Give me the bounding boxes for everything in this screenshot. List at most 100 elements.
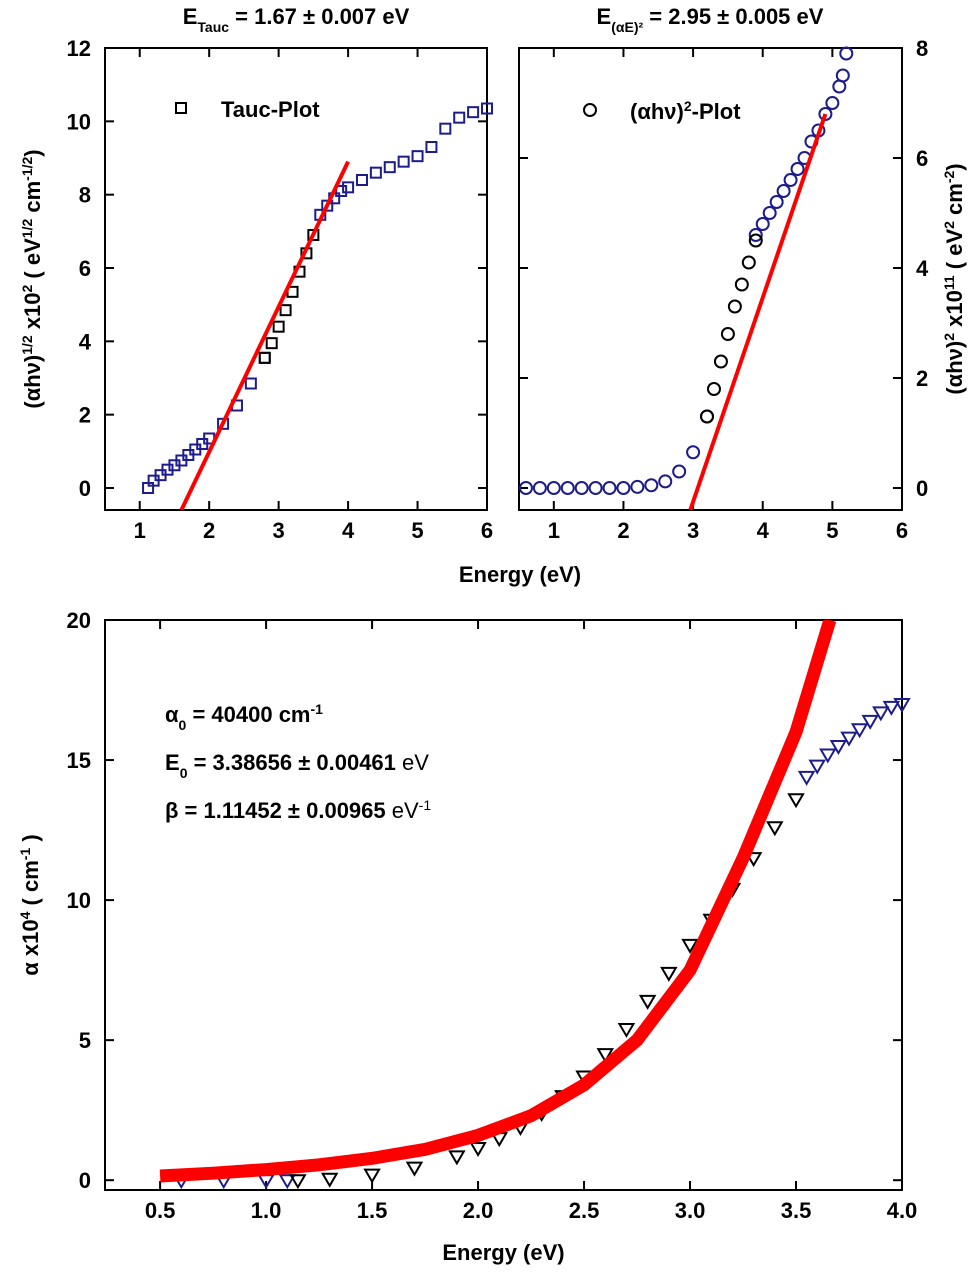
x-tick-label: 1 <box>548 518 560 543</box>
point <box>546 481 561 495</box>
y-tick-label: 8 <box>916 36 928 61</box>
point <box>700 409 715 424</box>
x-tick-label: 4 <box>342 518 355 543</box>
plot-frame <box>104 47 488 511</box>
annotation-part: -1 <box>311 701 324 717</box>
annotation: β = 1.11452 ± 0.00965 eV-1 <box>165 797 431 823</box>
y-axis-label-part: ( cm <box>18 860 43 911</box>
chart-title-part: = 1.67 ± 0.007 eV <box>229 4 410 29</box>
y-axis-label-part: ( eV <box>942 229 967 276</box>
x-tick-label: 5 <box>826 518 838 543</box>
y-axis-label-part: ) <box>942 163 967 170</box>
y-axis-label-part: ) <box>20 149 45 156</box>
y-tick-label: 5 <box>79 1028 91 1053</box>
y-axis-label-part: cm <box>20 181 45 219</box>
y-axis-label-part: α x10 <box>18 919 43 975</box>
point <box>686 445 701 460</box>
legend-marker <box>175 102 187 114</box>
y-tick-label: 6 <box>916 146 928 171</box>
x-tick-label: 3 <box>687 518 699 543</box>
point <box>355 174 368 186</box>
chart-title: ETauc = 1.67 ± 0.007 eV <box>183 4 410 35</box>
point <box>469 1141 487 1157</box>
legend-marker <box>583 103 597 117</box>
x-tick-label: 4 <box>757 518 770 543</box>
y-axis-label-part: 4 <box>17 911 33 919</box>
y-axis-label: (αhν)2 x1011 ( eV2 cm-2) <box>941 163 967 394</box>
x-tick-label: 2 <box>203 518 215 543</box>
fit-line <box>179 160 350 510</box>
point <box>713 354 728 369</box>
point <box>644 478 659 493</box>
y-tick-label: 10 <box>67 888 91 913</box>
x-tick-label: 2.5 <box>569 1198 600 1223</box>
x-tick-label: 4.0 <box>887 1198 918 1223</box>
annotation-part: 0 <box>180 765 188 781</box>
point <box>783 173 798 187</box>
point <box>727 299 742 314</box>
point <box>596 1048 614 1064</box>
x-tick-label: 0.5 <box>145 1198 176 1223</box>
annotation-part: = 3.38656 ± 0.00461 <box>187 750 395 775</box>
point <box>279 304 292 317</box>
x-tick-label: 2 <box>617 518 629 543</box>
point <box>660 966 678 982</box>
point <box>769 195 784 209</box>
point <box>861 714 879 730</box>
point <box>734 277 749 292</box>
point <box>672 464 687 479</box>
point <box>776 184 791 198</box>
point <box>748 233 763 248</box>
annotation-part: E <box>165 750 180 775</box>
y-axis-label-part: x10 <box>20 292 45 335</box>
y-tick-label: 0 <box>79 1168 91 1193</box>
point <box>244 377 257 390</box>
chart-title-part: = 2.95 ± 0.005 eV <box>643 4 824 29</box>
point <box>320 1172 339 1188</box>
x-tick-label: 1.0 <box>251 1198 282 1223</box>
y-tick-label: 8 <box>79 183 91 208</box>
point <box>872 706 890 722</box>
x-tick-label: 1.5 <box>357 1198 388 1223</box>
point <box>588 481 603 495</box>
y-axis-label-part: x10 <box>942 290 967 333</box>
point <box>425 141 438 153</box>
point <box>518 481 533 495</box>
point <box>617 1022 636 1038</box>
point <box>383 161 396 174</box>
x-tick-label: 6 <box>481 518 493 543</box>
point <box>265 337 278 350</box>
annotation-part: α <box>165 702 179 727</box>
point <box>787 793 805 809</box>
y-axis-label-part: -2 <box>941 170 957 183</box>
x-tick-label: 1 <box>134 518 146 543</box>
point <box>741 255 756 270</box>
y-axis-label: (αhν)1/2 x102 ( eV1/2 cm-1/2) <box>19 149 45 408</box>
y-axis-label-part: 1/2 <box>19 219 35 239</box>
chart-title-part: (αE)² <box>611 19 643 35</box>
annotation-part: -1 <box>419 797 432 813</box>
x-tick-label: 3 <box>273 518 285 543</box>
y-tick-label: 4 <box>79 329 92 354</box>
x-tick-label: 2.0 <box>463 1198 494 1223</box>
point <box>706 382 721 396</box>
point <box>405 1161 424 1177</box>
point <box>825 96 840 110</box>
point <box>681 938 699 954</box>
point <box>893 698 911 714</box>
shared-x-label: Energy (eV) <box>459 562 581 587</box>
point <box>467 106 480 119</box>
point <box>766 821 784 837</box>
legend-label-part: -Plot <box>692 99 742 124</box>
y-axis-label-part: ( eV <box>20 238 45 285</box>
annotation-part: 0 <box>179 717 187 733</box>
point <box>363 1168 381 1184</box>
chart-title: E(αE)² = 2.95 ± 0.005 eV <box>597 4 824 35</box>
x-tick-label: 5 <box>411 518 423 543</box>
y-axis-label-part: (αhν) <box>20 355 45 409</box>
point <box>829 740 848 756</box>
fit-line <box>688 113 828 510</box>
point <box>808 759 826 775</box>
legend-label-part: Tauc-Plot <box>221 97 320 122</box>
